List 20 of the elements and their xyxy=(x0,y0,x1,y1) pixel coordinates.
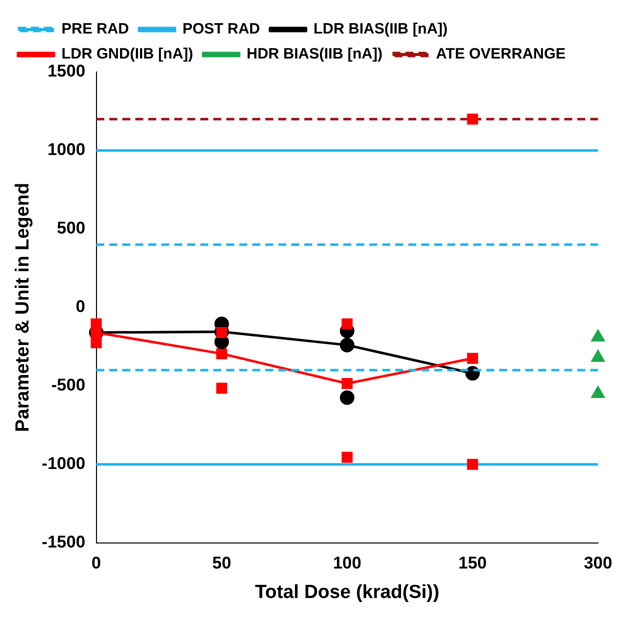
x-tick-label: 50 xyxy=(212,554,232,573)
y-tick-label: -1000 xyxy=(42,454,86,474)
y-tick-label: 500 xyxy=(56,218,86,238)
legend-label: PRE RAD xyxy=(62,20,130,38)
y-tick-label: 1500 xyxy=(47,62,86,81)
legend-label: HDR BIAS(IIB [nA]) xyxy=(246,46,382,63)
legend-label: LDR BIAS(IIB [nA]) xyxy=(314,20,448,38)
y-tick-label: 0 xyxy=(76,297,86,316)
x-tick-label: 100 xyxy=(332,554,362,573)
x-tick-label: 150 xyxy=(458,554,487,573)
y-axis-title: Parameter & Unit in Legend xyxy=(12,182,34,432)
legend-label: ATE OVERRANGE xyxy=(436,46,566,63)
legend-label: LDR GND(IIB [nA]) xyxy=(62,46,194,63)
y-tick-label: -500 xyxy=(51,376,86,395)
y-tick-label: 1000 xyxy=(47,140,86,160)
x-tick-label: 300 xyxy=(584,554,612,573)
y-tick-label: -1500 xyxy=(42,532,86,552)
x-axis-title: Total Dose (krad(Si)) xyxy=(254,582,440,603)
legend-label: POST RAD xyxy=(182,20,260,38)
x-tick-label: 0 xyxy=(92,554,102,573)
